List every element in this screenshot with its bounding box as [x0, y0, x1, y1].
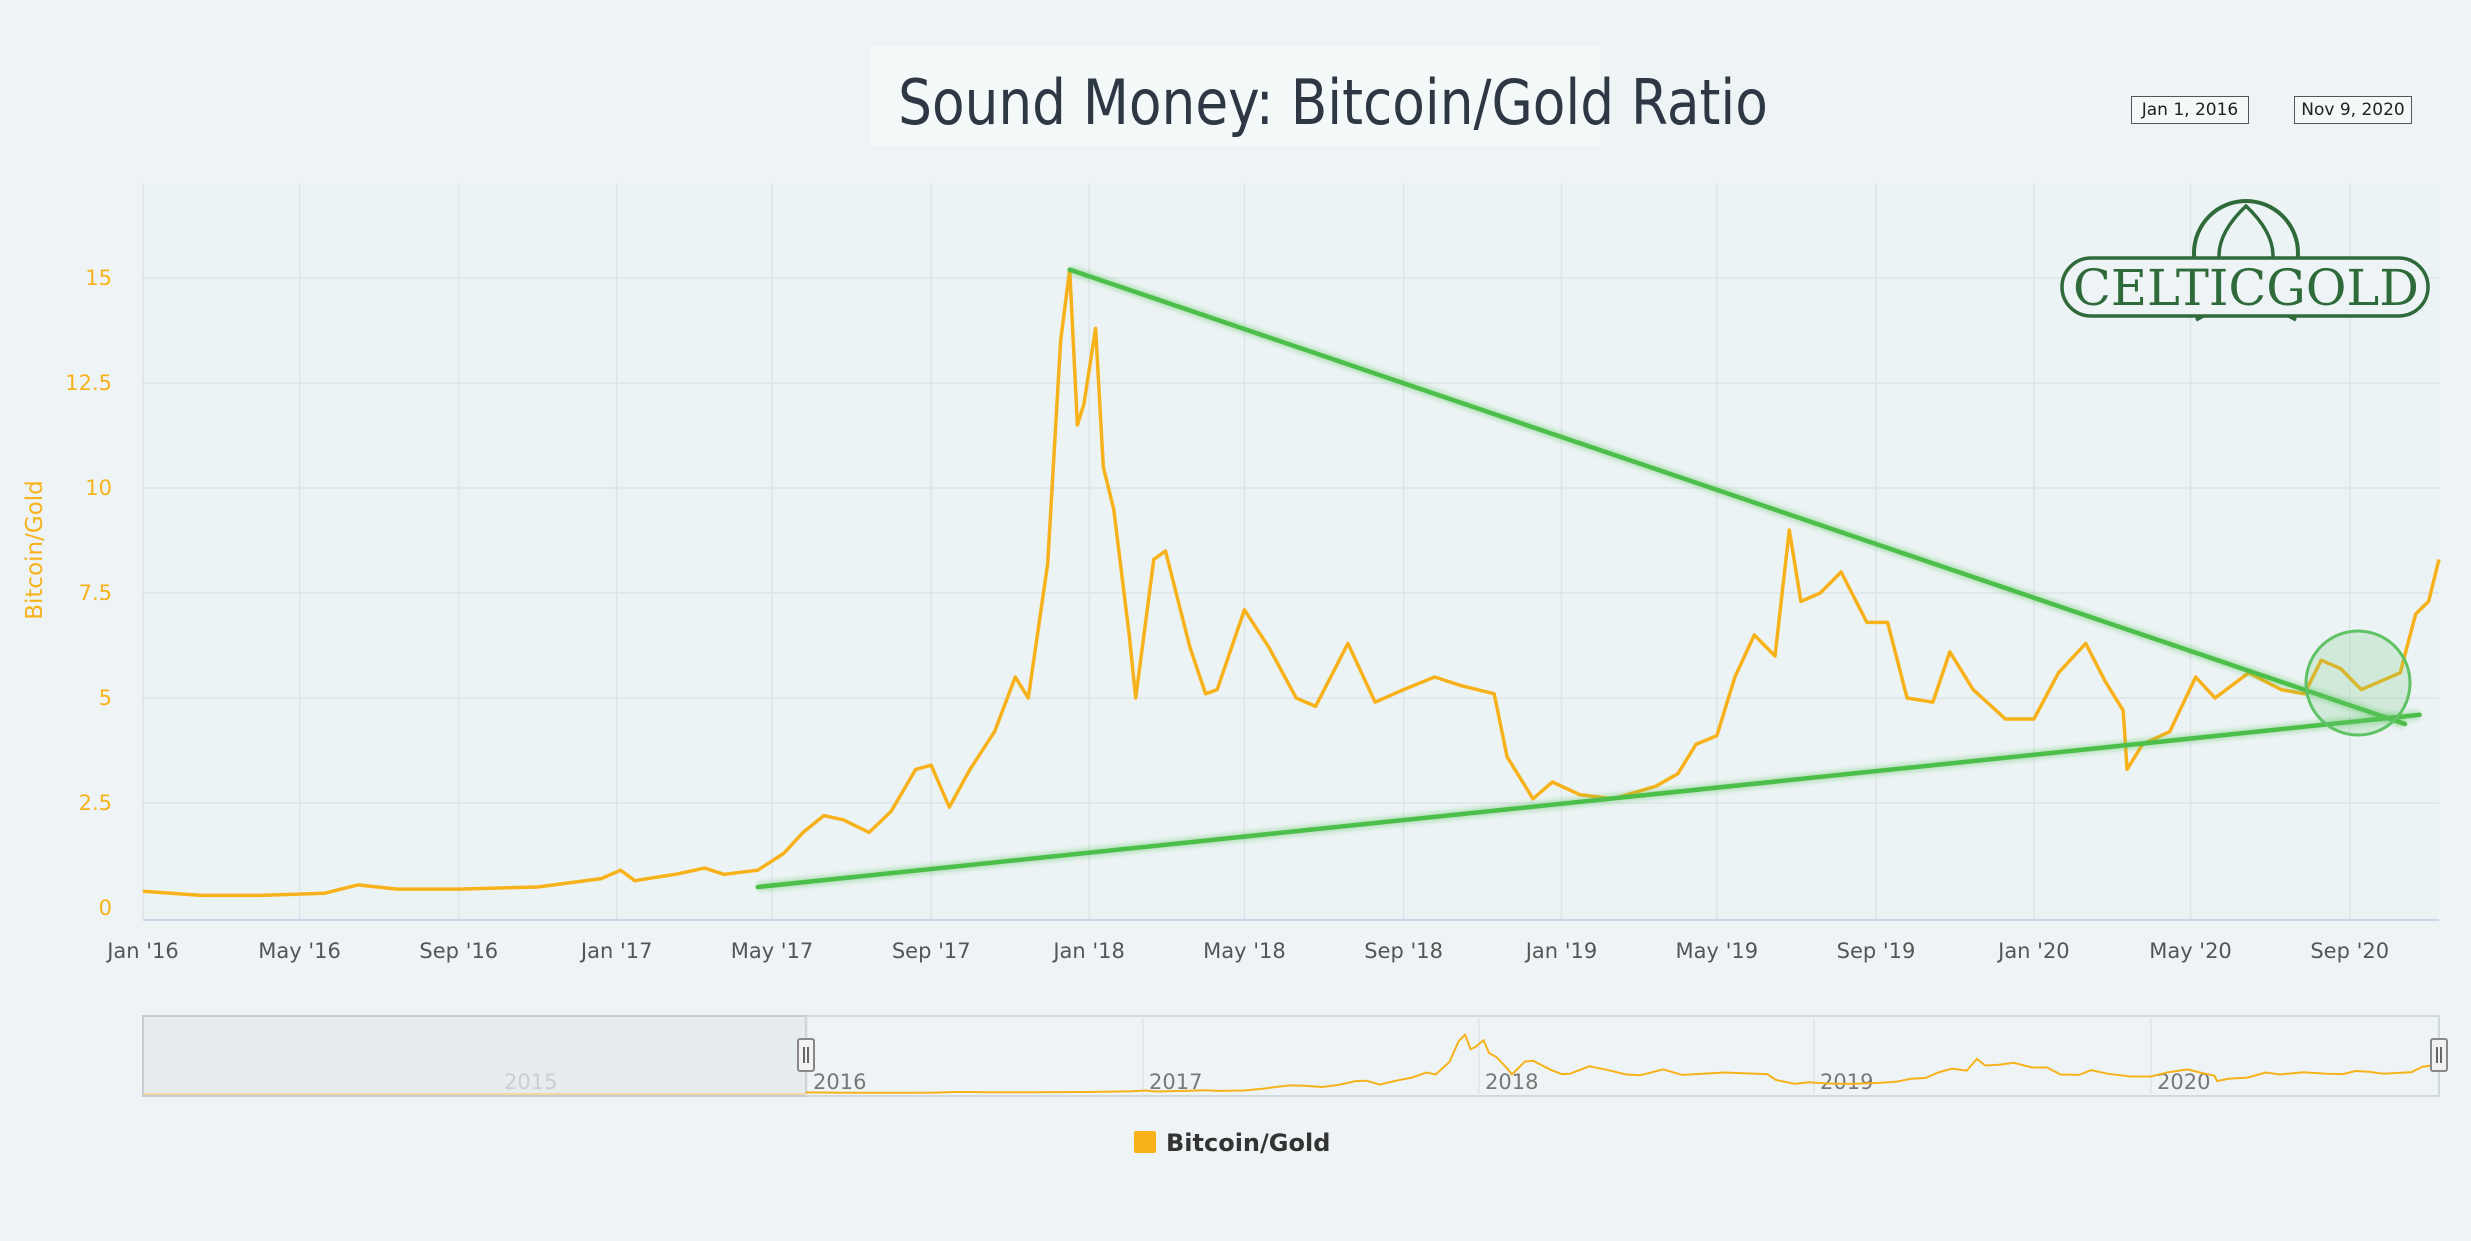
support-trendline [755, 712, 2422, 890]
x-tick-label: May '20 [2149, 939, 2232, 963]
x-tick-label: Sep '18 [1364, 939, 1443, 963]
series-layer [142, 267, 2441, 898]
range-to-input[interactable]: Nov 9, 2020 [2294, 96, 2412, 124]
resistance-trendline [1067, 267, 2408, 727]
navigator-left-handle[interactable] [797, 1038, 815, 1072]
y-axis-ticks: 0 2.5 5 7.5 10 12.5 15 [65, 266, 112, 920]
y-tick-label: 7.5 [79, 581, 112, 605]
plot-background [143, 183, 2439, 920]
navigator-right-handle[interactable] [2430, 1038, 2448, 1072]
navigator-year-label: 2019 [1820, 1070, 1873, 1094]
title-backdrop [870, 46, 1600, 146]
y-axis-title: Bitcoin/Gold [22, 480, 48, 620]
chart-title: Sound Money: Bitcoin/Gold Ratio [898, 66, 1768, 139]
range-from-input[interactable]: Jan 1, 2016 [2131, 96, 2249, 124]
navigator: 2015 2016 2017 2018 2019 2020 [142, 1015, 2448, 1097]
breakout-highlight-circle [2304, 629, 2412, 737]
y-tick-label: 10 [85, 476, 112, 500]
navigator-year-label: 2015 [504, 1070, 557, 1094]
x-tick-label: Sep '17 [892, 939, 971, 963]
vertical-gridlines [142, 183, 2351, 920]
logo-text: CELTICGOLD [2073, 259, 2419, 317]
horizontal-gridlines [143, 277, 2439, 804]
navigator-year-label: 2020 [2157, 1070, 2210, 1094]
y-tick-label: 2.5 [79, 791, 112, 815]
x-tick-label: May '18 [1203, 939, 1286, 963]
navigator-years: 2015 2016 2017 2018 2019 2020 [504, 1016, 2210, 1096]
x-tick-label: Jan '18 [1051, 939, 1125, 963]
navigator-series-layer [143, 1032, 2440, 1095]
x-tick-label: Jan '16 [105, 939, 179, 963]
y-tick-label: 0 [99, 896, 112, 920]
navigator-unselected-mask [142, 1015, 807, 1097]
x-axis-ticks: Jan '16 May '16 Sep '16 Jan '17 May '17 Sep '… [105, 939, 2389, 963]
legend-label[interactable]: Bitcoin/Gold [1166, 1129, 1330, 1157]
legend-swatch [1134, 1131, 1156, 1153]
navigator-year-label: 2016 [813, 1070, 866, 1094]
series-line-bitcoin-gold[interactable] [142, 267, 2441, 898]
plot-area [143, 183, 2439, 920]
y-tick-label: 5 [99, 686, 112, 710]
trendline-layer [755, 265, 2422, 892]
x-tick-label: May '16 [258, 939, 341, 963]
y-tick-label: 15 [85, 266, 112, 290]
x-tick-label: Jan '20 [1996, 939, 2070, 963]
x-tick-label: Jan '19 [1524, 939, 1598, 963]
x-tick-label: May '19 [1676, 939, 1759, 963]
x-tick-label: Sep '16 [419, 939, 498, 963]
legend[interactable]: Bitcoin/Gold [1134, 1129, 1330, 1157]
x-tick-label: Sep '19 [1837, 939, 1916, 963]
y-tick-label: 12.5 [65, 371, 112, 395]
x-tick-label: May '17 [731, 939, 814, 963]
x-tick-label: Sep '20 [2310, 939, 2389, 963]
logo-banner [2060, 256, 2430, 318]
celticgold-logo: CELTICGOLD [2060, 199, 2430, 322]
navigator-series-line [805, 1032, 2440, 1094]
x-tick-label: Jan '17 [579, 939, 653, 963]
